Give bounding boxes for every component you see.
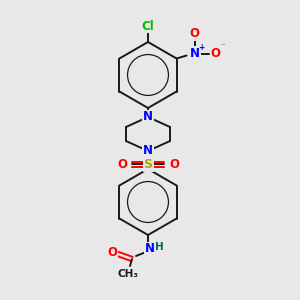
Text: H: H: [155, 242, 164, 252]
Text: +: +: [199, 43, 205, 52]
Text: O: O: [169, 158, 179, 170]
Text: N: N: [143, 145, 153, 158]
Text: Cl: Cl: [142, 20, 154, 32]
Text: N: N: [190, 47, 200, 60]
Text: O: O: [211, 47, 220, 60]
Text: O: O: [107, 245, 117, 259]
Text: O: O: [190, 27, 200, 40]
Text: O: O: [117, 158, 127, 170]
Text: CH₃: CH₃: [118, 269, 139, 279]
Text: S: S: [143, 158, 152, 170]
Text: N: N: [145, 242, 155, 256]
Text: ⁻: ⁻: [220, 43, 225, 52]
Text: N: N: [143, 110, 153, 124]
